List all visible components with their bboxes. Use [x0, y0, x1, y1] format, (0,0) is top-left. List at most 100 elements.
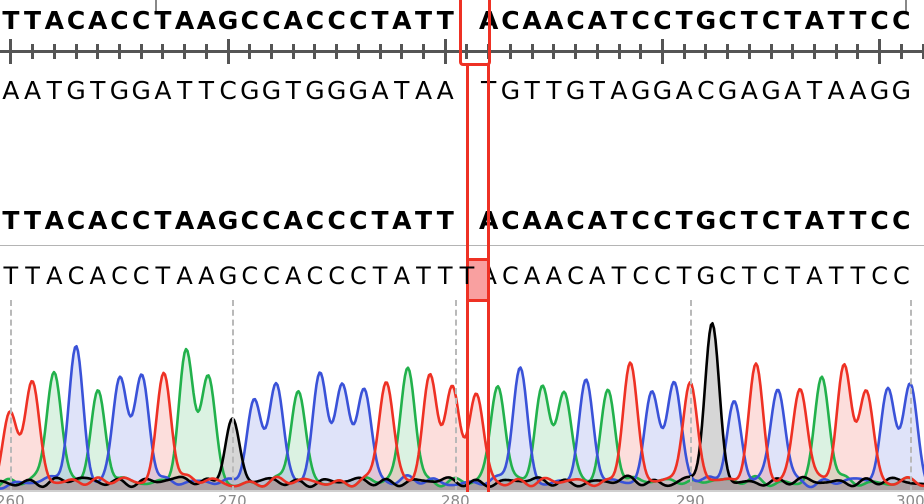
- base-character[interactable]: C: [219, 76, 237, 105]
- base-character[interactable]: C: [632, 262, 650, 290]
- base-character[interactable]: A: [392, 206, 412, 235]
- base-character[interactable]: A: [827, 76, 845, 105]
- base-character[interactable]: C: [502, 262, 519, 290]
- base-character[interactable]: T: [740, 6, 758, 35]
- base-character[interactable]: A: [544, 6, 564, 35]
- base-character[interactable]: T: [849, 6, 867, 35]
- base-character[interactable]: T: [371, 6, 389, 35]
- base-character[interactable]: T: [24, 206, 42, 235]
- base-character[interactable]: T: [784, 6, 802, 35]
- base-character[interactable]: C: [718, 6, 737, 35]
- base-character[interactable]: C: [870, 6, 889, 35]
- base-character[interactable]: A: [589, 262, 606, 290]
- base-character[interactable]: A: [371, 76, 389, 105]
- base-character[interactable]: A: [804, 206, 825, 235]
- base-character[interactable]: A: [174, 6, 195, 35]
- base-character[interactable]: C: [761, 206, 781, 235]
- base-character[interactable]: G: [695, 206, 717, 235]
- base-character[interactable]: C: [349, 262, 367, 290]
- base-character[interactable]: C: [110, 206, 129, 235]
- base-character[interactable]: A: [523, 262, 541, 290]
- insertion-highlight-chromatogram-bar[interactable]: [466, 300, 469, 492]
- base-character[interactable]: C: [306, 262, 324, 290]
- base-character[interactable]: T: [155, 262, 171, 290]
- base-character[interactable]: T: [827, 206, 845, 235]
- base-character[interactable]: T: [784, 206, 802, 235]
- base-character[interactable]: T: [740, 206, 758, 235]
- base-character[interactable]: A: [44, 6, 64, 35]
- base-character[interactable]: T: [610, 206, 628, 235]
- base-character[interactable]: A: [88, 206, 108, 235]
- base-character[interactable]: C: [653, 6, 672, 35]
- base-character[interactable]: T: [436, 206, 454, 235]
- base-character[interactable]: C: [241, 262, 259, 290]
- base-character[interactable]: C: [132, 262, 150, 290]
- base-character[interactable]: A: [283, 6, 303, 35]
- base-character[interactable]: A: [587, 206, 607, 235]
- base-character[interactable]: T: [589, 76, 605, 105]
- base-character[interactable]: T: [3, 262, 19, 290]
- base-character[interactable]: G: [565, 76, 586, 105]
- base-character[interactable]: C: [653, 206, 672, 235]
- base-character[interactable]: T: [676, 262, 692, 290]
- base-character[interactable]: C: [719, 262, 736, 290]
- base-character[interactable]: T: [524, 76, 540, 105]
- base-character[interactable]: T: [46, 76, 62, 105]
- insertion-highlight-top-box[interactable]: [459, 0, 491, 66]
- base-character[interactable]: A: [46, 262, 63, 290]
- base-character[interactable]: C: [501, 6, 520, 35]
- base-character[interactable]: T: [414, 6, 433, 35]
- base-character[interactable]: C: [631, 6, 650, 35]
- base-character[interactable]: C: [892, 6, 911, 35]
- base-character[interactable]: A: [436, 76, 454, 105]
- base-character[interactable]: C: [66, 206, 86, 235]
- base-character[interactable]: C: [328, 262, 346, 290]
- base-character[interactable]: T: [285, 76, 301, 105]
- base-character[interactable]: T: [90, 76, 106, 105]
- base-character[interactable]: G: [217, 6, 239, 35]
- base-character[interactable]: C: [871, 262, 888, 290]
- base-character[interactable]: C: [697, 76, 715, 105]
- base-character[interactable]: A: [283, 206, 303, 235]
- base-character[interactable]: C: [240, 6, 259, 35]
- base-character[interactable]: G: [869, 76, 890, 105]
- base-character[interactable]: A: [44, 206, 64, 235]
- base-character[interactable]: C: [349, 6, 368, 35]
- base-character[interactable]: T: [2, 6, 20, 35]
- insertion-highlight-connector-bar[interactable]: [466, 64, 469, 260]
- base-character[interactable]: A: [587, 6, 607, 35]
- base-character[interactable]: T: [24, 6, 42, 35]
- base-character[interactable]: T: [806, 76, 823, 105]
- base-character[interactable]: C: [631, 206, 650, 235]
- base-character[interactable]: T: [394, 76, 410, 105]
- base-character[interactable]: G: [500, 76, 521, 105]
- base-character[interactable]: T: [198, 76, 214, 105]
- base-character[interactable]: G: [348, 76, 369, 105]
- base-character[interactable]: T: [827, 6, 845, 35]
- base-character[interactable]: C: [66, 6, 86, 35]
- base-character[interactable]: C: [262, 206, 281, 235]
- base-character[interactable]: G: [631, 76, 651, 105]
- base-character[interactable]: T: [176, 76, 193, 105]
- base-character[interactable]: T: [372, 262, 388, 290]
- base-character[interactable]: A: [24, 76, 42, 105]
- base-character[interactable]: C: [305, 206, 325, 235]
- base-character[interactable]: C: [566, 206, 585, 235]
- base-character[interactable]: C: [131, 6, 151, 35]
- base-character[interactable]: T: [436, 6, 454, 35]
- base-character[interactable]: A: [88, 6, 108, 35]
- base-character[interactable]: A: [740, 76, 758, 105]
- base-character[interactable]: A: [804, 6, 825, 35]
- base-character[interactable]: C: [654, 262, 671, 290]
- base-character[interactable]: T: [546, 76, 562, 105]
- base-character[interactable]: G: [326, 76, 347, 105]
- base-character[interactable]: C: [892, 262, 910, 290]
- base-character[interactable]: A: [522, 206, 542, 235]
- base-character[interactable]: C: [110, 6, 129, 35]
- base-character[interactable]: C: [501, 206, 520, 235]
- base-character[interactable]: A: [806, 262, 823, 290]
- base-character[interactable]: T: [2, 206, 20, 235]
- chromatogram-panel[interactable]: 260 270 280 290 300: [0, 300, 924, 504]
